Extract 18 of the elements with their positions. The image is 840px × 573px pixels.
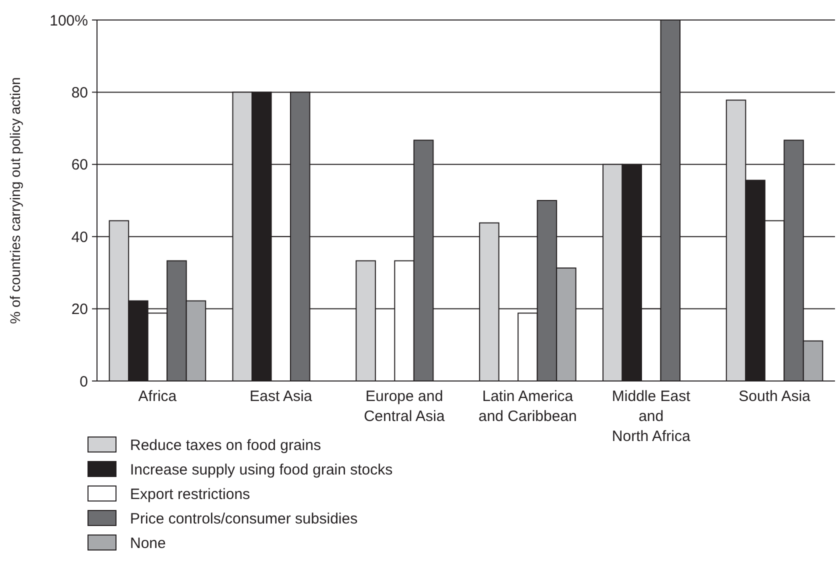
y-tick-label: 40 bbox=[71, 228, 88, 246]
legend-label: Export restrictions bbox=[130, 486, 250, 503]
y-tick-label: 100% bbox=[50, 12, 88, 30]
y-tick-label: 20 bbox=[71, 301, 88, 318]
x-tick-label: Middle East and North Africa bbox=[612, 388, 692, 445]
legend-label: Increase supply using food grain stocks bbox=[130, 461, 393, 478]
y-tick-label: 60 bbox=[71, 156, 88, 174]
y-tick-label: 0 bbox=[80, 373, 88, 390]
legend-label: Price controls/consumer subsidies bbox=[130, 510, 358, 528]
y-tick-label: 80 bbox=[71, 84, 88, 102]
legend-label: Reduce taxes on food grains bbox=[130, 436, 321, 454]
x-tick-label: Europe and Central Asia bbox=[364, 388, 446, 425]
x-tick-label: Latin America and Caribbean bbox=[478, 388, 577, 425]
x-tick-label: South Asia bbox=[738, 388, 812, 405]
x-tick-label: Africa bbox=[138, 388, 178, 405]
x-tick-label: East Asia bbox=[250, 388, 313, 405]
y-axis-title: % of countries carrying out policy action bbox=[7, 77, 23, 324]
legend-label: None bbox=[130, 534, 166, 552]
